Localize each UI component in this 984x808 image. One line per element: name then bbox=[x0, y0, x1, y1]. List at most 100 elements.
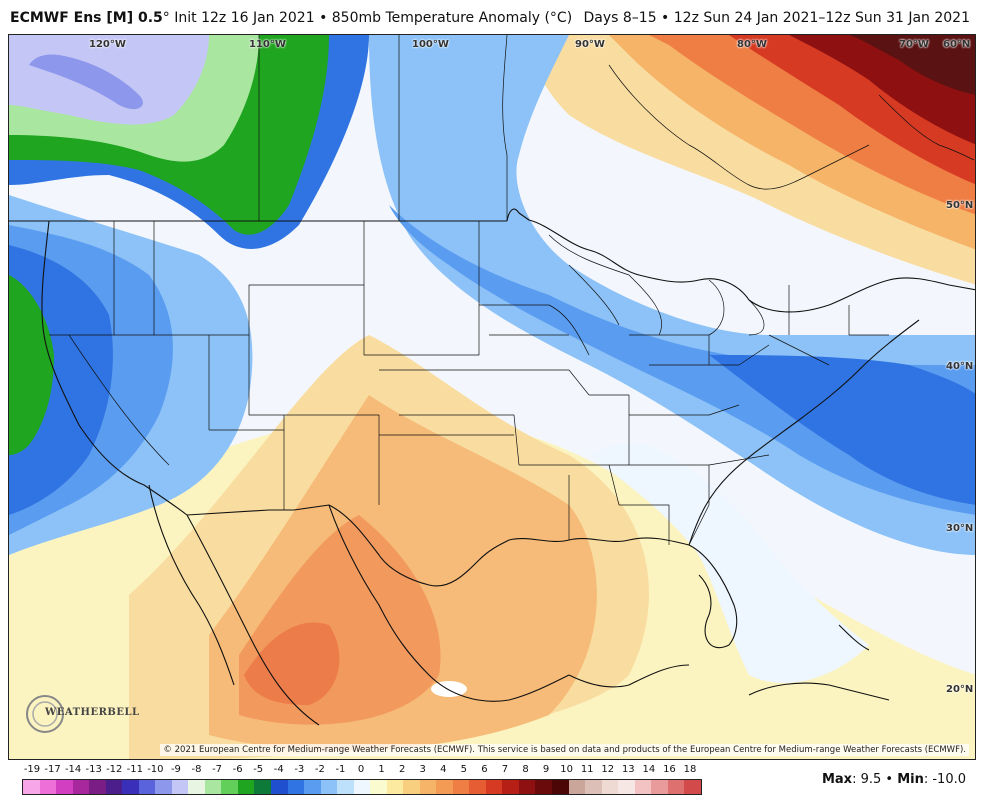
legend-swatch bbox=[155, 780, 172, 794]
longitude-label: 120°W bbox=[89, 39, 126, 50]
legend-swatch bbox=[72, 780, 90, 794]
latitude-label: 40°N bbox=[946, 361, 974, 372]
legend-tick-label: 12 bbox=[601, 764, 615, 775]
init-description: ° Init 12z 16 Jan 2021 • 850mb Temperatu… bbox=[162, 10, 573, 26]
anomaly-map[interactable]: 120°W 110°W 100°W 90°W 80°W 70°W 60°N 50… bbox=[8, 34, 976, 760]
legend-swatch bbox=[105, 780, 123, 794]
legend-swatch bbox=[452, 780, 470, 794]
legend-swatch bbox=[204, 780, 222, 794]
weatherbell-logo: WEATHERBELL bbox=[23, 691, 139, 737]
legend-swatch bbox=[270, 780, 288, 794]
min-label: Min bbox=[897, 772, 924, 787]
min-value: : -10.0 bbox=[923, 772, 966, 787]
legend-tick-label: 4 bbox=[440, 764, 447, 775]
legend-swatch bbox=[485, 780, 503, 794]
legend-tick-label: -2 bbox=[314, 764, 325, 775]
latitude-label: 20°N bbox=[946, 684, 974, 695]
legend-tick-label: 11 bbox=[580, 764, 594, 775]
legend-swatch bbox=[568, 780, 586, 794]
latitude-label: 60°N bbox=[943, 39, 971, 50]
legend-swatch bbox=[502, 780, 519, 794]
map-title: ECMWF Ens [M] 0.5° Init 12z 16 Jan 2021 … bbox=[10, 10, 572, 26]
copyright-notice: © 2021 European Centre for Medium-range … bbox=[160, 744, 969, 756]
longitude-label: 80°W bbox=[737, 39, 767, 50]
max-min-readout: Max: 9.5 • Min: -10.0 bbox=[822, 772, 966, 787]
legend-tick-label: 14 bbox=[642, 764, 656, 775]
legend-tick-label: -11 bbox=[126, 764, 143, 775]
legend-tick-label: 16 bbox=[663, 764, 676, 775]
legend-tick-label: -7 bbox=[212, 764, 223, 775]
valid-period: Days 8–15 • 12z Sun 24 Jan 2021–12z Sun … bbox=[583, 10, 970, 26]
legend-tick-label: 9 bbox=[542, 764, 550, 775]
legend-swatch bbox=[601, 780, 619, 794]
legend-labels: -19 -17 -14 -13 -12 -11 -10 -9 -8 -7 -6 -5 -4 -3 -2 -1 0… bbox=[22, 764, 702, 778]
legend-tick-label: -14 bbox=[64, 764, 82, 775]
legend-tick-label: 13 bbox=[621, 764, 635, 775]
legend-tick-label: 5 bbox=[460, 764, 467, 775]
header: ECMWF Ens [M] 0.5° Init 12z 16 Jan 2021 … bbox=[0, 0, 984, 34]
legend-swatch bbox=[39, 780, 57, 794]
legend-swatch bbox=[469, 780, 486, 794]
legend-tick-label: -8 bbox=[191, 764, 202, 775]
legend-swatch bbox=[320, 780, 338, 794]
latitude-label: 50°N bbox=[946, 200, 974, 211]
legend-swatch bbox=[287, 780, 305, 794]
legend-tick-label: 8 bbox=[522, 764, 529, 775]
legend-swatch bbox=[552, 780, 569, 794]
legend-color-bar bbox=[22, 779, 702, 795]
legend-tick-label: -9 bbox=[170, 764, 181, 775]
legend-swatch bbox=[518, 780, 536, 794]
legend-tick-label: -10 bbox=[147, 764, 164, 775]
legend-swatch bbox=[419, 780, 437, 794]
legend-swatch bbox=[89, 780, 106, 794]
legend-tick-label: -1 bbox=[335, 764, 346, 775]
legend-tick-label: 2 bbox=[398, 764, 406, 775]
longitude-label: 70°W bbox=[899, 39, 929, 50]
legend-swatch bbox=[667, 780, 685, 794]
legend-swatch bbox=[436, 780, 453, 794]
longitude-label: 90°W bbox=[575, 39, 605, 50]
legend-swatch bbox=[684, 780, 701, 794]
legend-swatch bbox=[188, 780, 205, 794]
legend-swatch bbox=[634, 780, 652, 794]
legend-swatch bbox=[535, 780, 552, 794]
legend-swatch bbox=[122, 780, 139, 794]
legend-swatch bbox=[138, 780, 156, 794]
latitude-label: 30°N bbox=[946, 523, 974, 534]
longitude-label: 100°W bbox=[412, 39, 449, 50]
legend-swatch bbox=[618, 780, 635, 794]
legend-swatch bbox=[171, 780, 189, 794]
legend-tick-label: 7 bbox=[501, 764, 509, 775]
legend-tick-label: -5 bbox=[253, 764, 264, 775]
legend-swatch bbox=[221, 780, 238, 794]
anomaly-field bbox=[9, 35, 975, 759]
legend-swatch bbox=[386, 780, 404, 794]
legend-tick-label: -17 bbox=[44, 764, 61, 775]
legend-tick-label: -3 bbox=[294, 764, 305, 775]
legend-tick-label: 6 bbox=[481, 764, 488, 775]
legend-swatch bbox=[651, 780, 668, 794]
legend-tick-label: -19 bbox=[23, 764, 41, 775]
legend-tick-label: -12 bbox=[106, 764, 123, 775]
legend-swatch bbox=[403, 780, 420, 794]
legend-tick-label: 3 bbox=[419, 764, 426, 775]
legend-tick-label: 18 bbox=[683, 764, 697, 775]
legend-tick-label: -4 bbox=[273, 764, 284, 775]
legend-swatch bbox=[23, 780, 40, 794]
logo-text: WEATHERBELL bbox=[45, 707, 140, 718]
legend-tick-label: 10 bbox=[560, 764, 573, 775]
legend-swatch bbox=[254, 780, 271, 794]
max-label: Max bbox=[821, 772, 853, 787]
max-value: : 9.5 • bbox=[852, 772, 898, 787]
legend-swatch bbox=[353, 780, 371, 794]
legend-tick-label: 1 bbox=[378, 764, 385, 775]
color-legend: -19 -17 -14 -13 -12 -11 -10 -9 -8 -7 -6 -5 -4 -3 -2 -1 0… bbox=[22, 764, 702, 804]
legend-swatch bbox=[237, 780, 255, 794]
longitude-label: 110°W bbox=[249, 39, 286, 50]
model-name: ECMWF Ens [M] 0.5 bbox=[10, 10, 163, 26]
legend-swatch bbox=[585, 780, 602, 794]
legend-swatch bbox=[56, 780, 73, 794]
legend-swatch bbox=[370, 780, 387, 794]
legend-swatch bbox=[337, 780, 354, 794]
legend-tick-label: 0 bbox=[357, 764, 365, 775]
